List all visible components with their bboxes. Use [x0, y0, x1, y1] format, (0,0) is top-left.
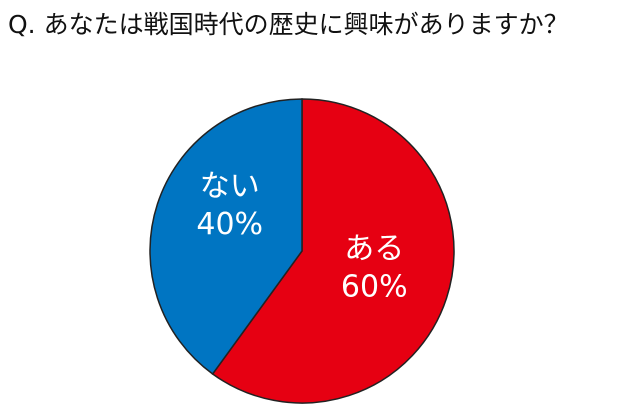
slice-value-label: 60%	[341, 269, 408, 304]
slice-value-label: 40%	[196, 207, 263, 242]
slice-label: ある	[344, 231, 404, 266]
pie-slice	[149, 98, 303, 376]
pie-slice	[211, 98, 455, 404]
slice-label: ない	[200, 169, 260, 204]
chart-title: Q. あなたは戦国時代の歴史に興味がありますか？	[8, 10, 569, 39]
